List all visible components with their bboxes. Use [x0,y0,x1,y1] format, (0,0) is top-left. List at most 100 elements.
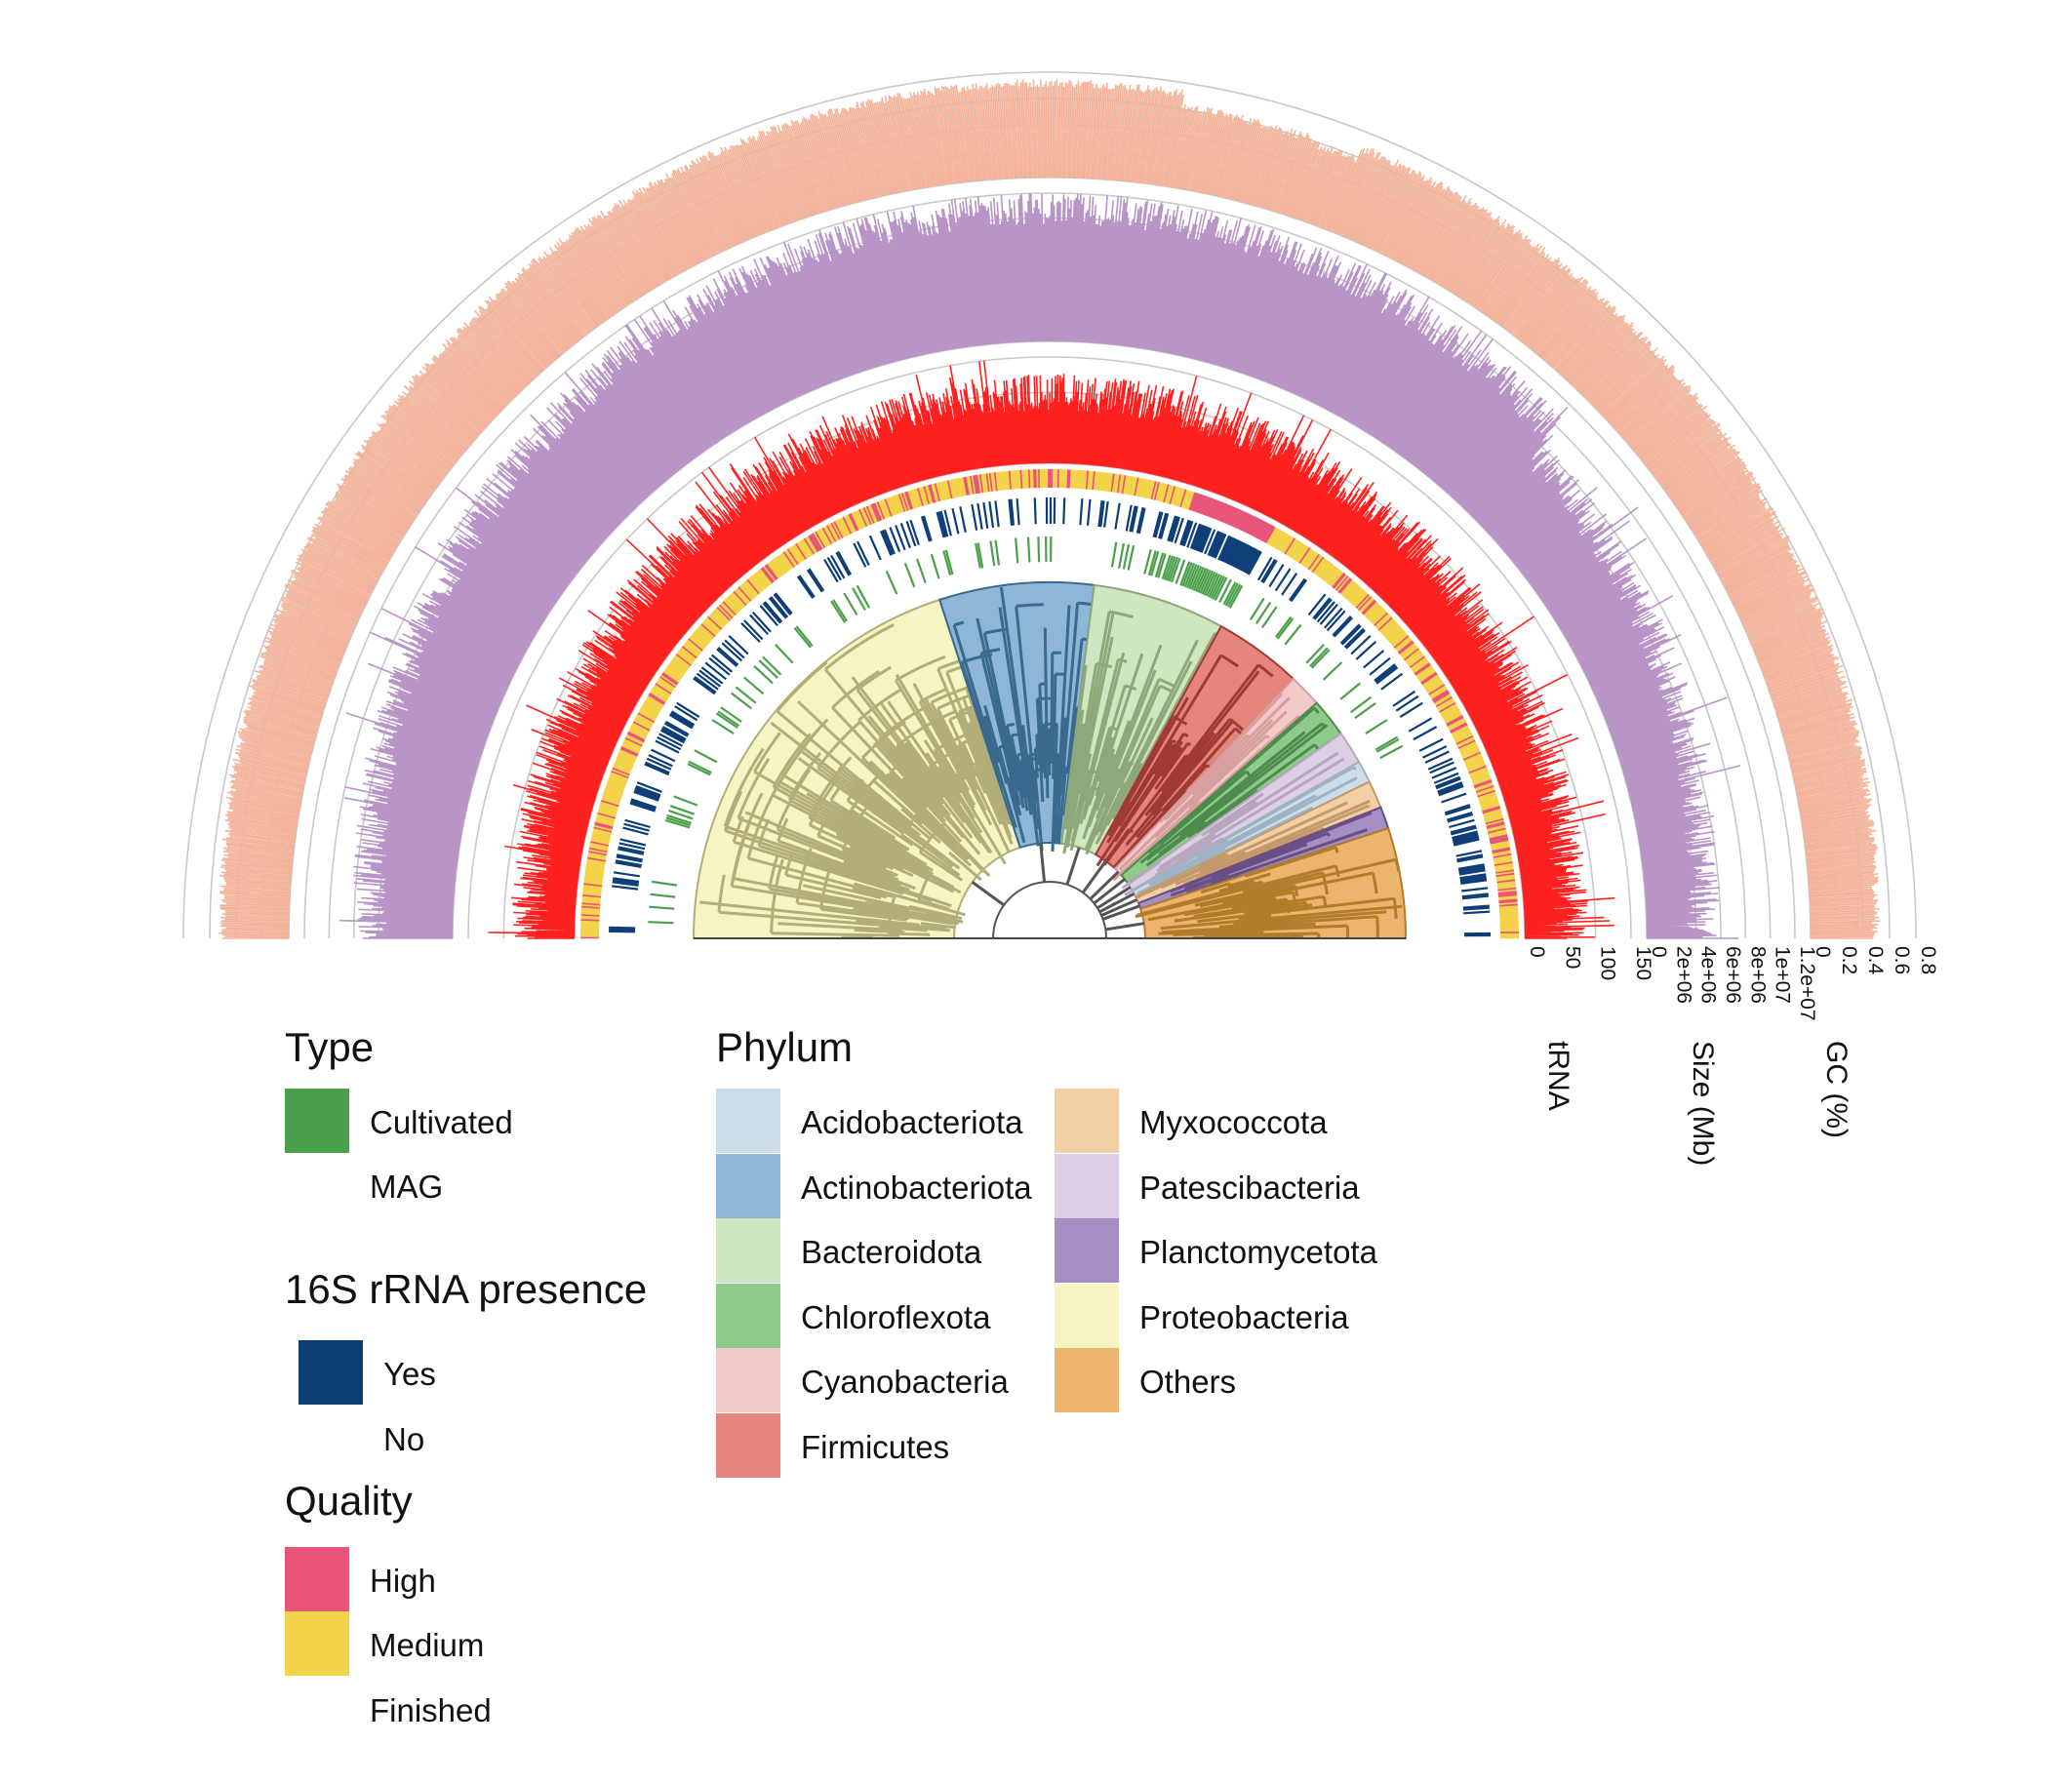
quality-mark [613,765,631,774]
type-mark [1199,569,1212,594]
quality-mark [657,678,675,691]
type-mark [1157,553,1167,578]
quality-mark [1494,867,1514,873]
rrna-mark [1444,804,1471,814]
quality-mark [971,475,976,495]
quality-mark [1479,796,1498,805]
quality-mark [621,744,640,754]
quality-mark [1393,635,1410,650]
quality-mark [1266,527,1278,545]
quality-mark [1394,636,1411,651]
size-axis-tick: 8e+06 [1746,946,1769,1004]
quality-mark [583,876,604,881]
quality-mark [1298,547,1311,565]
quality-mark [805,536,817,554]
rrna-mark [1079,498,1084,526]
quality-mark [899,493,908,512]
quality-mark [1471,774,1491,783]
quality-mark [1112,473,1117,493]
quality-mark [583,882,603,888]
quality-mark [590,837,610,844]
quality-mark [1485,816,1504,824]
quality-mark [1435,694,1453,707]
quality-mark [1267,528,1279,545]
trna-gridline [467,356,1632,939]
quality-mark [1491,844,1510,850]
rrna-legend-label: Yes [383,1356,436,1392]
type-mark [942,550,952,575]
type-mark [1212,575,1225,600]
quality-mark [1495,874,1515,880]
type-mark [1224,582,1239,607]
quality-mark [931,484,938,502]
quality-mark [584,874,604,880]
quality-mark [842,516,853,535]
quality-mark [776,555,789,573]
rrna-mark [1437,781,1463,793]
quality-mark [739,583,755,600]
quality-mark [664,667,682,681]
quality-mark [767,562,780,579]
quality-mark [1068,469,1072,489]
quality-mark [873,502,883,521]
quality-mark [1403,648,1420,661]
type-mark [665,816,692,827]
quality-finished-swatch [285,1677,349,1741]
quality-mark [626,734,645,744]
rrna-mark [899,523,911,549]
quality-mark [1237,511,1248,530]
quality-mark [1069,469,1073,489]
quality-mark [1263,525,1275,543]
quality-mark [1488,830,1507,838]
quality-mark [912,489,920,508]
quality-mark [1401,645,1418,659]
type-mark [1206,573,1218,597]
rrna-mark [634,788,660,800]
quality-mark [1129,476,1136,496]
rrna-mark [1435,775,1461,788]
quality-mark [1072,469,1077,489]
quality-mark [1477,789,1496,798]
quality-mark [1139,478,1146,497]
trna-gridline [502,391,1597,939]
quality-mark [754,573,768,589]
quality-mark [1392,634,1409,649]
clade-branches [1096,654,1274,869]
rrna-mark [1129,505,1136,533]
phylum-swatch [716,1089,780,1153]
type-mark [994,539,1001,566]
quality-mark [1019,469,1023,489]
quality-mark [1443,710,1461,722]
quality-medium-swatch [285,1611,349,1676]
rrna-mark [1461,887,1489,892]
quality-mark [629,726,648,737]
quality-mark [588,847,608,853]
type-mark [1274,615,1293,638]
quality-mark [697,626,713,641]
rrna-mark [1268,564,1285,588]
size-bars-path [339,193,1741,939]
quality-mark [861,507,871,526]
clade-branches [1135,799,1371,900]
quality-mark [796,541,809,559]
quality-mark [1217,502,1228,522]
quality-mark [1026,469,1030,489]
rrna-mark [1455,850,1483,857]
quality-mark [1368,606,1383,621]
quality-mark [676,652,694,665]
rrna-mark [1408,717,1433,733]
quality-mark [1212,500,1221,519]
rrna-mark [1375,664,1397,684]
type-mark [1249,597,1265,620]
quality-mark [596,814,616,822]
rrna-mark [1225,539,1240,565]
quality-mark [1005,471,1010,491]
quality-mark [601,796,620,805]
quality-mark [1334,575,1348,591]
quality-mark [1456,736,1475,747]
rrna-mark [613,877,640,884]
gc-axis-tick: 0 [1812,946,1834,958]
quality-mark [1257,522,1269,540]
quality-mark [1493,852,1512,857]
quality-mark [1496,884,1517,889]
